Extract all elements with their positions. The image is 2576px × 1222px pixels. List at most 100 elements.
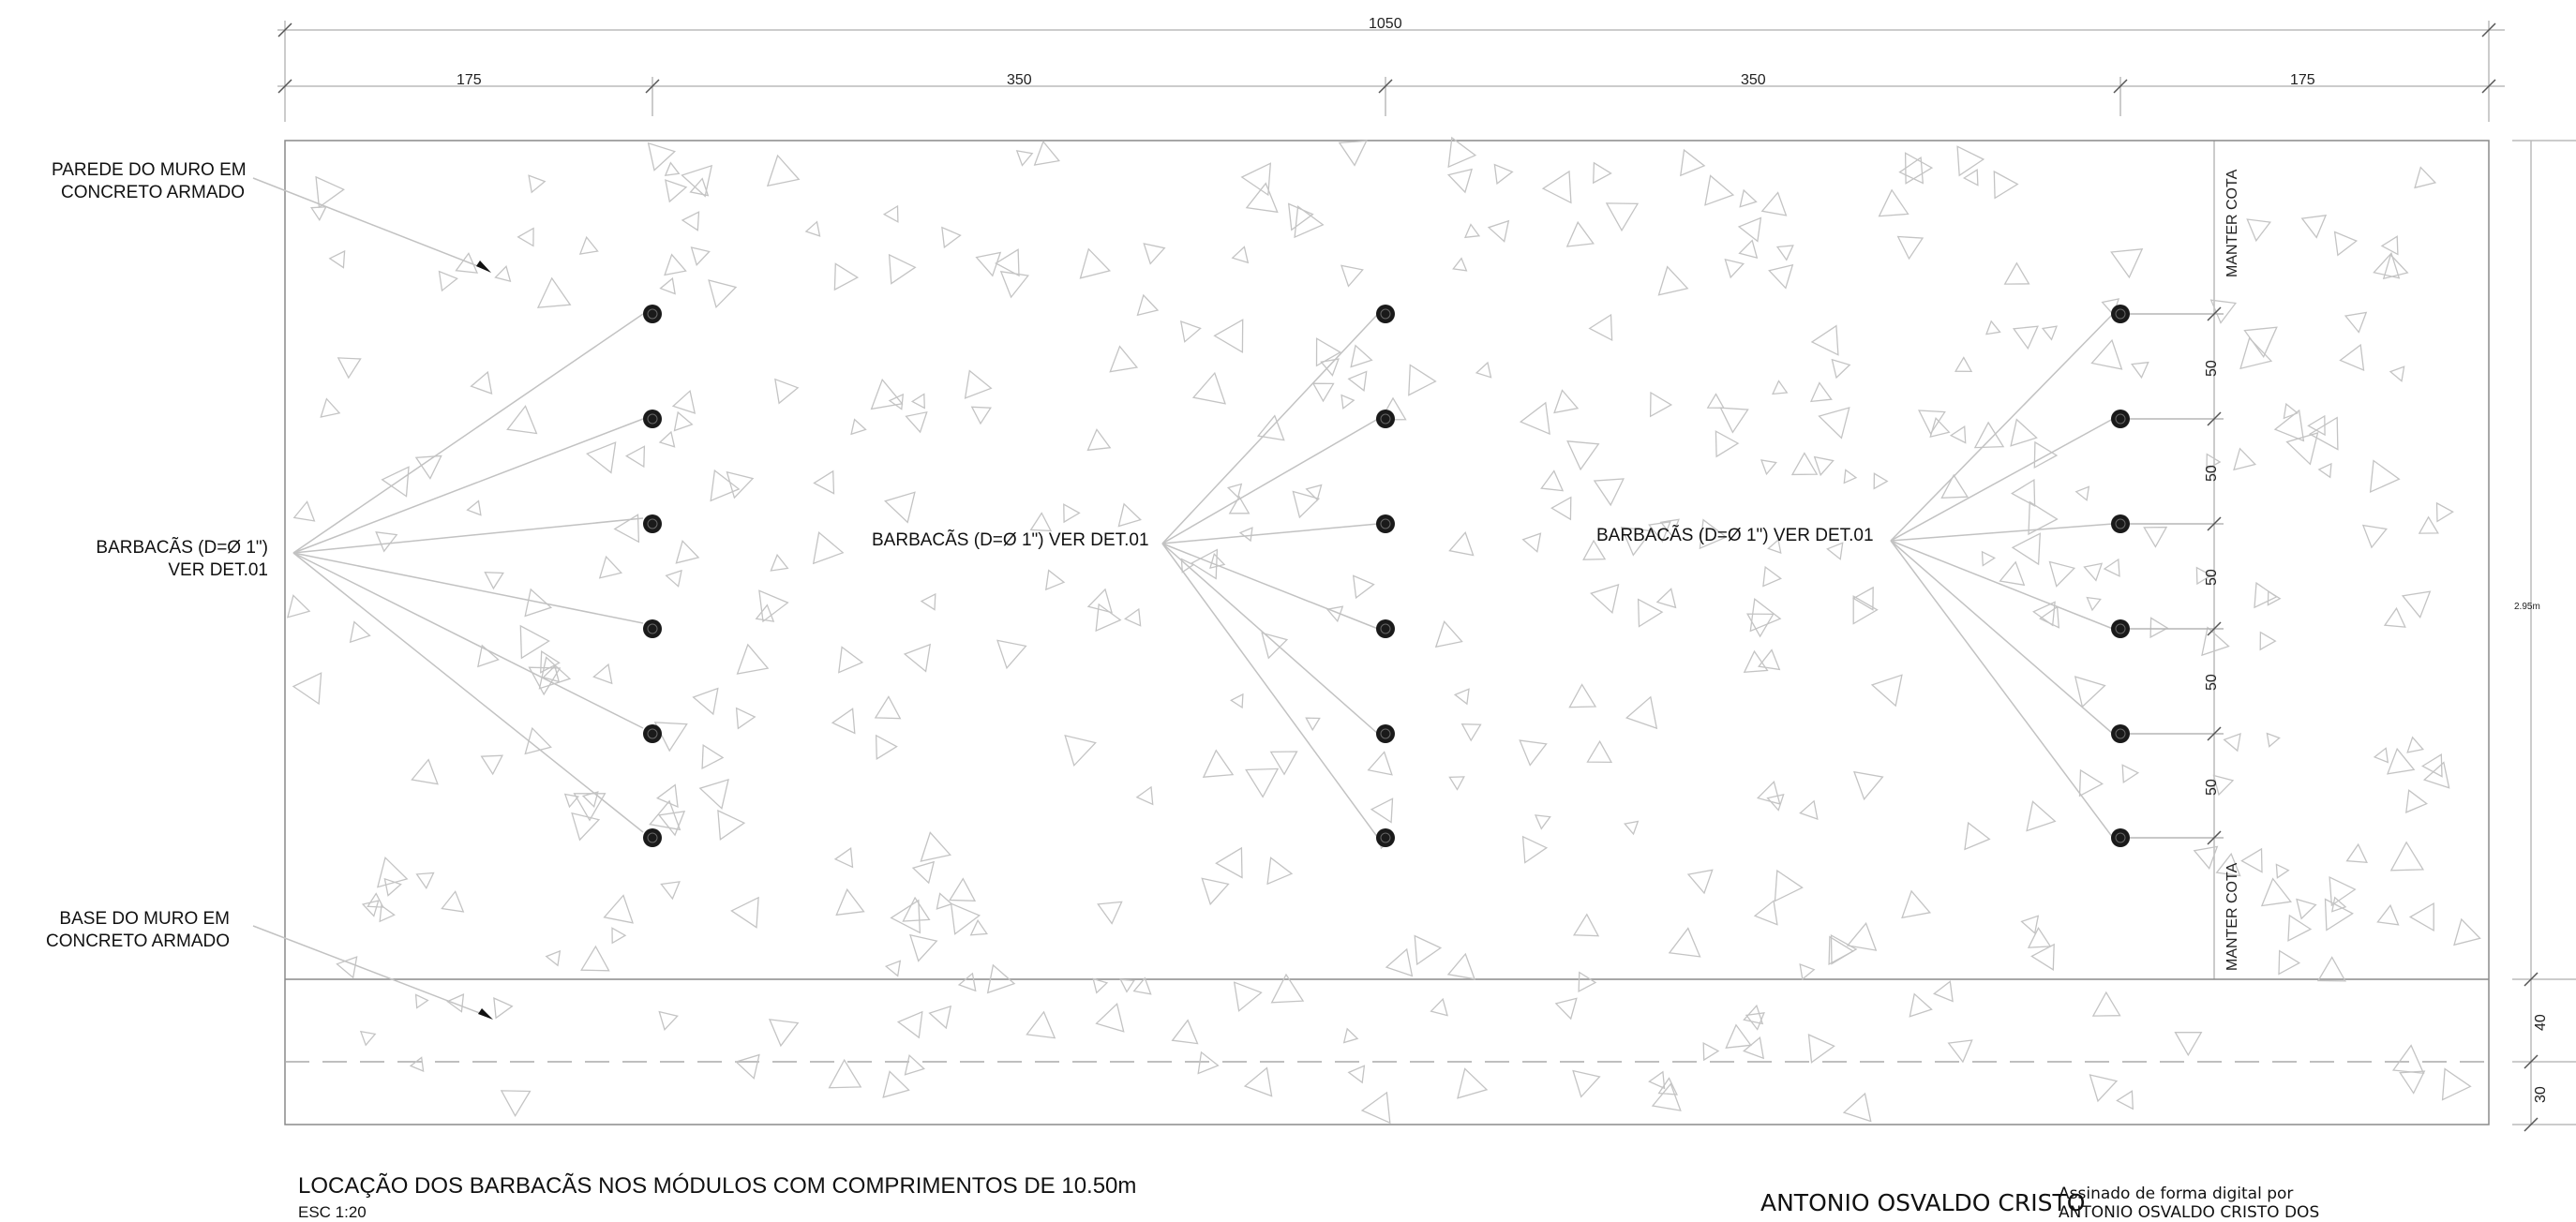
hatch-mark bbox=[1033, 140, 1061, 166]
hatch-mark bbox=[376, 856, 409, 888]
weep-hole-inner bbox=[2115, 308, 2126, 320]
hatch-mark bbox=[2380, 235, 2399, 256]
hatch-mark bbox=[2401, 590, 2432, 618]
hatch-mark bbox=[545, 949, 562, 967]
hatch-mark bbox=[1201, 877, 1230, 906]
hatch-mark bbox=[484, 572, 504, 590]
hatch-mark bbox=[1487, 219, 1510, 243]
hatch-mark bbox=[1453, 688, 1470, 706]
hatch-mark bbox=[1766, 794, 1785, 812]
spacing-dim-5: 50 bbox=[2204, 779, 2220, 796]
hatch-mark bbox=[1753, 900, 1778, 926]
hatch-mark bbox=[2243, 326, 2278, 358]
hatch-mark bbox=[1818, 407, 1850, 440]
hatch-mark bbox=[415, 872, 435, 889]
hatch-mark bbox=[1430, 997, 1448, 1017]
hatch-mark bbox=[414, 455, 442, 480]
hatch-mark bbox=[1305, 484, 1323, 501]
hatch-mark bbox=[969, 918, 988, 936]
hatch-mark bbox=[1132, 976, 1152, 995]
hatch-mark bbox=[542, 664, 561, 683]
hatch-mark bbox=[1015, 150, 1034, 167]
hatch-mark bbox=[2376, 903, 2400, 926]
hatch-mark bbox=[1446, 952, 1475, 980]
hatch-mark bbox=[1565, 220, 1595, 247]
hatch-mark bbox=[1743, 1004, 1764, 1025]
hatch-mark bbox=[774, 378, 800, 405]
hatch-mark bbox=[1179, 320, 1202, 343]
hatch-mark bbox=[717, 809, 746, 841]
spacing-ticks bbox=[2207, 306, 2222, 845]
hatch-mark bbox=[536, 276, 572, 308]
hatch-mark bbox=[2339, 343, 2365, 372]
hatch-mark bbox=[611, 927, 627, 945]
base-bottom-dim: 30 bbox=[2533, 1086, 2549, 1103]
hatch-mark bbox=[910, 393, 925, 410]
hatch-mark bbox=[1929, 417, 1951, 438]
hatch-mark bbox=[2012, 325, 2039, 350]
weep-hole-inner bbox=[2115, 413, 2126, 425]
hatch-mark bbox=[2266, 732, 2281, 748]
hatch-mark bbox=[671, 389, 696, 414]
hatch-mark bbox=[2240, 847, 2263, 873]
hatch-mark bbox=[1448, 776, 1465, 791]
hatch-mark bbox=[367, 892, 384, 908]
hatch-mark bbox=[292, 500, 316, 522]
weep-hole-inner bbox=[647, 413, 658, 425]
hatch-mark bbox=[812, 530, 845, 565]
weep-hole-inner bbox=[1380, 308, 1391, 320]
hatch-mark bbox=[1180, 558, 1195, 574]
hatch-mark bbox=[1191, 371, 1226, 405]
dimension-ticks bbox=[277, 22, 2539, 1132]
hatch-mark bbox=[884, 491, 916, 524]
keep-level-note-top: MANTER COTA bbox=[2224, 169, 2240, 277]
hatch-mark bbox=[1095, 1003, 1125, 1033]
hatch-mark bbox=[1350, 344, 1373, 368]
hatch-mark bbox=[2414, 166, 2437, 189]
hatch-mark bbox=[1136, 293, 1160, 317]
hatch-mark bbox=[2369, 459, 2401, 494]
hatch-mark bbox=[1901, 889, 1932, 919]
hatch-mark bbox=[735, 707, 756, 730]
hatch-mark bbox=[414, 993, 429, 1009]
hatch-mark bbox=[1086, 588, 1113, 614]
hatch-mark bbox=[1245, 767, 1280, 798]
hatch-mark bbox=[2435, 501, 2454, 523]
hatch-mark bbox=[310, 205, 327, 221]
hatch-mark bbox=[1649, 391, 1673, 418]
hatch-mark bbox=[2195, 566, 2213, 586]
weep-hole bbox=[1376, 305, 1395, 323]
hatch-mark bbox=[902, 896, 931, 922]
hatch-mark bbox=[936, 892, 953, 910]
weep-hole-inner bbox=[647, 623, 658, 634]
weep-hole bbox=[2111, 828, 2130, 847]
hatch-mark bbox=[2296, 898, 2317, 920]
hatch-mark bbox=[379, 904, 396, 923]
hatch-mark bbox=[1238, 527, 1253, 543]
hatch-mark bbox=[466, 499, 482, 516]
hatch-mark bbox=[2089, 1074, 2119, 1103]
hatch-mark bbox=[1448, 531, 1475, 557]
hatch-mark bbox=[1762, 565, 1782, 588]
hatch-mark bbox=[882, 204, 899, 223]
hatch-mark bbox=[2110, 248, 2144, 279]
hatch-mark bbox=[1294, 205, 1325, 239]
hatch-mark bbox=[446, 993, 465, 1013]
hatch-mark bbox=[613, 514, 640, 544]
weep-hole-inner bbox=[647, 728, 658, 739]
spacing-dim-2: 50 bbox=[2204, 465, 2220, 482]
weep-hole bbox=[2111, 514, 2130, 533]
hatch-mark bbox=[1029, 512, 1053, 532]
hatch-mark bbox=[2273, 409, 2305, 442]
hatch-mark bbox=[1572, 1069, 1601, 1098]
hatch-mark bbox=[349, 620, 371, 644]
hatch-mark bbox=[2028, 500, 2059, 536]
hatch-mark bbox=[1568, 683, 1597, 708]
hatch-mark bbox=[2418, 515, 2439, 534]
hatch-mark bbox=[1269, 751, 1298, 776]
weep-hole bbox=[1376, 410, 1395, 428]
hatch-mark bbox=[736, 643, 770, 675]
hatch-mark bbox=[2324, 898, 2354, 931]
hatch-mark bbox=[2391, 1044, 2425, 1075]
